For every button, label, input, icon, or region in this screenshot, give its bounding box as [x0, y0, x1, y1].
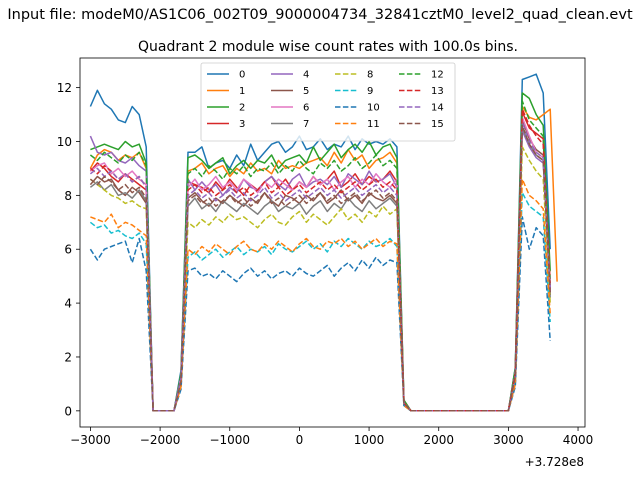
- legend-label-3: 3: [239, 119, 245, 130]
- legend-label-13: 13: [431, 86, 444, 97]
- legend-label-6: 6: [303, 103, 309, 114]
- y-tick-label: 4: [64, 297, 72, 311]
- legend-label-4: 4: [303, 70, 309, 81]
- x-tick-label: −1000: [209, 433, 250, 447]
- y-tick-label: 10: [57, 135, 72, 149]
- axes: −3000 −2000 −1000 0 1000 2000 3000 400002468101…: [57, 57, 594, 447]
- legend-label-7: 7: [303, 119, 309, 130]
- legend-label-8: 8: [367, 70, 373, 81]
- x-tick-label: −2000: [140, 433, 181, 447]
- y-tick-label: 6: [64, 243, 72, 257]
- chart-title: Quadrant 2 module wise count rates with …: [138, 39, 518, 55]
- y-tick-label: 12: [57, 81, 72, 95]
- legend-label-15: 15: [431, 119, 444, 130]
- y-tick-label: 2: [64, 350, 72, 364]
- legend-label-9: 9: [367, 86, 373, 97]
- legend-label-1: 1: [239, 86, 245, 97]
- series-line-14: [89, 121, 551, 412]
- series-group: [89, 73, 558, 412]
- plot-area: [89, 73, 558, 412]
- x-offset-label: +3.728e8: [525, 455, 584, 469]
- legend-label-12: 12: [431, 70, 444, 81]
- x-tick-label: 0: [296, 433, 304, 447]
- y-tick-label: 8: [64, 189, 72, 203]
- series-line-15: [89, 124, 551, 412]
- legend-box: [200, 62, 456, 142]
- legend-label-0: 0: [239, 70, 245, 81]
- x-tick-label: 3000: [493, 433, 524, 447]
- legend-label-14: 14: [431, 103, 444, 114]
- x-tick-label: −3000: [70, 433, 111, 447]
- axes-frame: [79, 57, 586, 428]
- x-tick-label: 2000: [423, 433, 454, 447]
- figure-suptitle: Input file: modeM0/AS1C06_002T09_9000004…: [7, 7, 633, 23]
- legend-label-10: 10: [367, 103, 380, 114]
- legend-label-11: 11: [367, 119, 380, 130]
- legend-label-2: 2: [239, 103, 245, 114]
- legend-label-5: 5: [303, 86, 309, 97]
- y-tick-label: 0: [64, 404, 72, 418]
- x-tick-label: 4000: [563, 433, 594, 447]
- x-tick-label: 1000: [354, 433, 385, 447]
